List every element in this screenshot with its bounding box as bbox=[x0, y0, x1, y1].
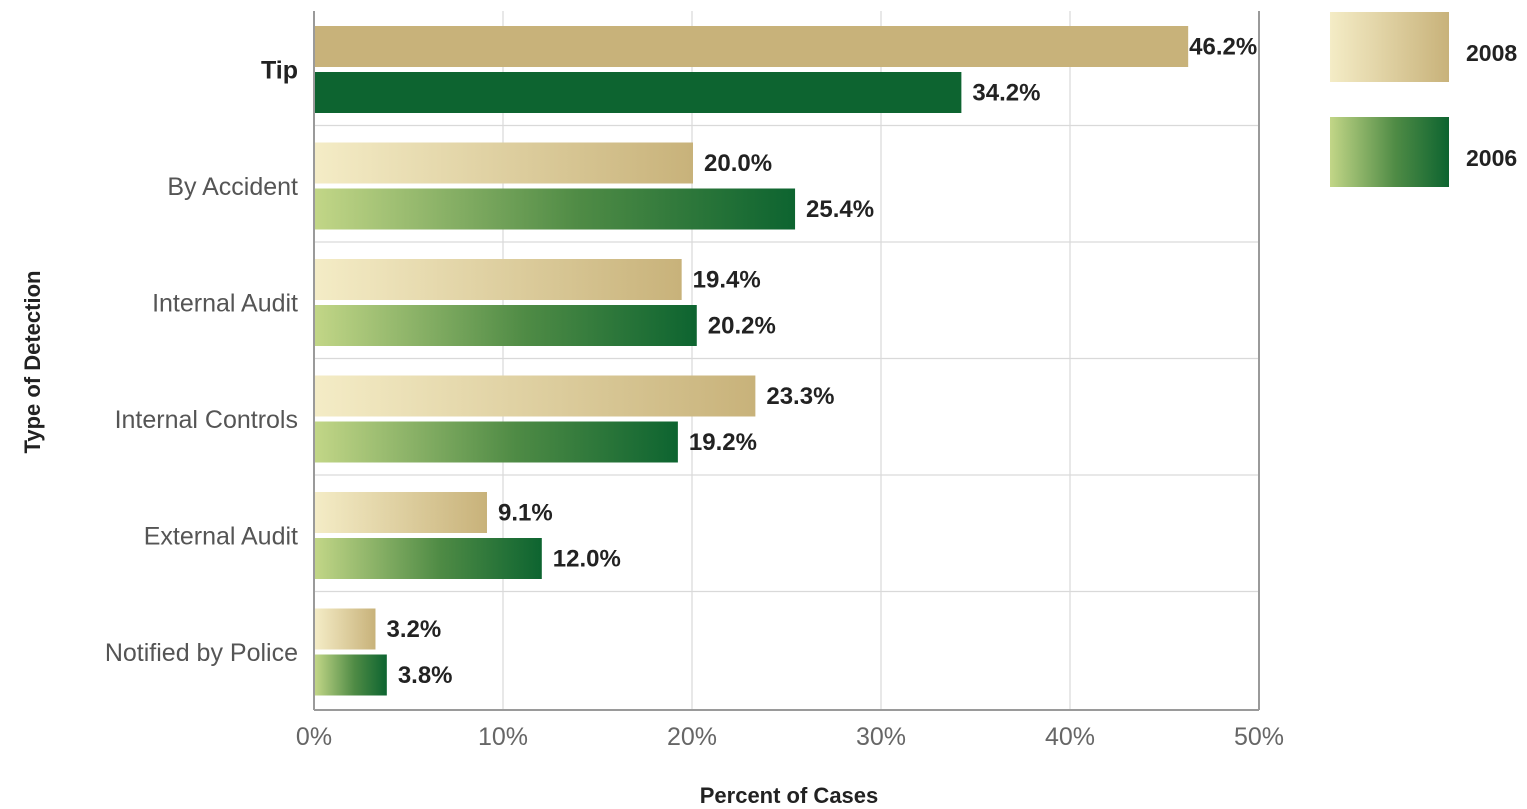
bar-2008-by-accident bbox=[315, 142, 693, 184]
bar-2006-by-accident bbox=[315, 188, 796, 230]
data-label: 46.2% bbox=[1189, 34, 1257, 61]
x-tick-labels: 0% 10% 20% 30% 40% 50% bbox=[296, 723, 1284, 751]
legend-label-2008: 2008 bbox=[1466, 40, 1517, 66]
x-tick-label: 30% bbox=[856, 723, 906, 751]
legend-label-2006: 2006 bbox=[1466, 145, 1517, 171]
data-label: 25.4% bbox=[806, 196, 874, 223]
x-tick-label: 0% bbox=[296, 723, 332, 751]
data-label: 3.2% bbox=[386, 616, 441, 643]
category-label: Internal Audit bbox=[152, 290, 298, 318]
x-tick-label: 40% bbox=[1045, 723, 1095, 751]
category-labels: Tip By Accident Internal Audit Internal Con… bbox=[105, 57, 298, 668]
data-labels: 46.2% 34.2% 20.0% 25.4% 19.4% 20.2% 23.3% 19.2%… bbox=[386, 34, 1257, 690]
category-label: External Audit bbox=[144, 523, 298, 551]
bar-2006-tip bbox=[315, 72, 962, 113]
data-label: 23.3% bbox=[766, 383, 834, 410]
bar-2008-internal-controls bbox=[315, 375, 756, 417]
bar-2008-notified-by-police bbox=[315, 608, 376, 650]
category-label: By Accident bbox=[167, 173, 298, 201]
data-label: 9.1% bbox=[498, 500, 553, 527]
y-axis-title: Type of Detection bbox=[20, 271, 45, 454]
data-label: 3.8% bbox=[398, 662, 453, 689]
bar-2006-internal-audit bbox=[315, 305, 697, 346]
data-label: 20.2% bbox=[708, 313, 776, 340]
x-tick-label: 50% bbox=[1234, 723, 1284, 751]
category-label: Internal Controls bbox=[115, 406, 298, 434]
x-axis-title: Percent of Cases bbox=[700, 783, 879, 808]
bar-2008-external-audit bbox=[315, 492, 487, 533]
bar-2006-external-audit bbox=[315, 538, 542, 579]
data-label: 34.2% bbox=[972, 80, 1040, 107]
data-label: 20.0% bbox=[704, 150, 772, 177]
x-tick-label: 10% bbox=[478, 723, 528, 751]
bar-2006-internal-controls bbox=[315, 421, 678, 463]
grid-lines bbox=[313, 11, 1260, 711]
bar-2006-notified-by-police bbox=[315, 654, 387, 696]
bar-2008-tip bbox=[315, 26, 1189, 67]
bars bbox=[315, 26, 1189, 696]
legend-swatch-2008 bbox=[1330, 12, 1449, 82]
category-label: Tip bbox=[261, 57, 298, 85]
x-tick-label: 20% bbox=[667, 723, 717, 751]
data-label: 19.2% bbox=[689, 429, 757, 456]
bar-2008-internal-audit bbox=[315, 259, 682, 300]
category-label: Notified by Police bbox=[105, 639, 298, 667]
data-label: 12.0% bbox=[553, 546, 621, 573]
data-label: 19.4% bbox=[693, 267, 761, 294]
legend: 2008 2006 bbox=[1330, 12, 1517, 187]
legend-swatch-2006 bbox=[1330, 117, 1449, 187]
